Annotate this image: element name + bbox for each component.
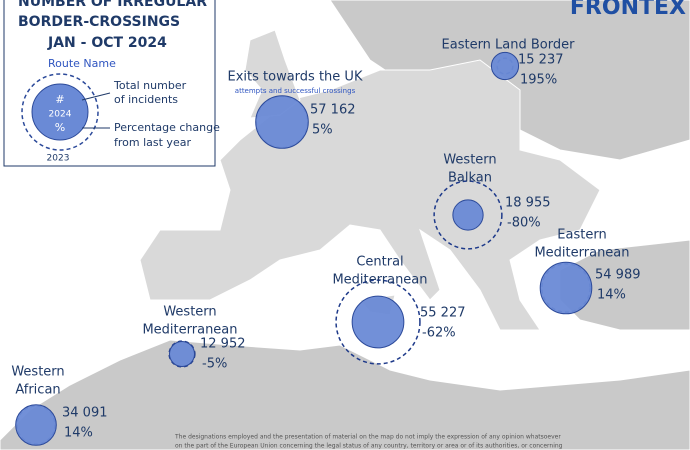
legend-pointer [81,92,111,101]
route-name: Eastern [557,228,606,243]
incidents-label: 57 162 [310,103,356,118]
change-label: 195% [520,73,557,88]
incidents-label: 15 237 [518,53,564,68]
change-label: 5% [312,123,333,138]
incidents-circle [351,295,405,349]
title-line: BORDER-CROSSINGS [18,14,180,30]
previous-year-circle [335,279,421,365]
title-line: JAN - OCT 2024 [47,35,167,51]
change-label: -80% [507,216,541,231]
legend-year-current: 2024 [49,110,72,120]
legend-change-desc: from last year [114,136,191,149]
incidents-circle [539,261,593,315]
route-name: Western [11,365,64,380]
legend-year-previous: 2023 [47,154,70,164]
previous-year-circle [433,180,503,250]
incidents-circle [452,199,484,231]
change-label: -5% [202,357,227,372]
incidents-circle [168,340,196,368]
legend-current-circle [31,83,89,141]
logo: FRONTEX [570,0,686,20]
incidents-circle [255,95,309,149]
disclaimer: The designations employed and the presen… [174,434,561,441]
incidents-label: 12 952 [200,337,246,352]
incidents-label: 18 955 [505,196,551,211]
disclaimer: on the part of the European Union concer… [175,443,563,450]
route-subtitle: attempts and successful crossings [235,87,356,95]
legend-previous-circle [21,73,99,151]
title-line: NUMBER OF IRREGULAR [18,0,207,10]
change-label: 14% [597,288,626,303]
route-name: Mediterranean [534,246,629,261]
legend-count-symbol: # [55,93,64,106]
incidents-label: 55 227 [420,306,466,321]
land-europe [139,59,601,331]
route-name: Central [356,255,403,270]
incidents-label: 34 091 [62,406,108,421]
legend-box [3,0,216,167]
route-name: Eastern Land Border [442,38,576,53]
legend-percent-symbol: % [55,121,65,134]
route-name: Balkan [448,171,492,186]
route-name: African [15,383,60,398]
legend-route-name: Route Name [48,57,116,70]
legend-count-desc: of incidents [114,93,178,106]
incidents-label: 54 989 [595,268,641,283]
route-name: Mediterranean [142,323,237,338]
incidents-circle [490,51,520,81]
route-name: Exits towards the UK [228,70,363,85]
change-label: 14% [64,426,93,441]
route-name: Western [163,305,216,320]
route-name: Western [443,153,496,168]
legend-count-desc: Total number [113,79,187,92]
legend-change-desc: Percentage change [114,121,220,134]
incidents-circle [15,404,57,446]
change-label: -62% [422,326,456,341]
land-africa [0,339,690,450]
title: NUMBER OF IRREGULAR BORDER-CROSSINGS JAN… [18,0,207,51]
route-name: Mediterranean [332,273,427,288]
